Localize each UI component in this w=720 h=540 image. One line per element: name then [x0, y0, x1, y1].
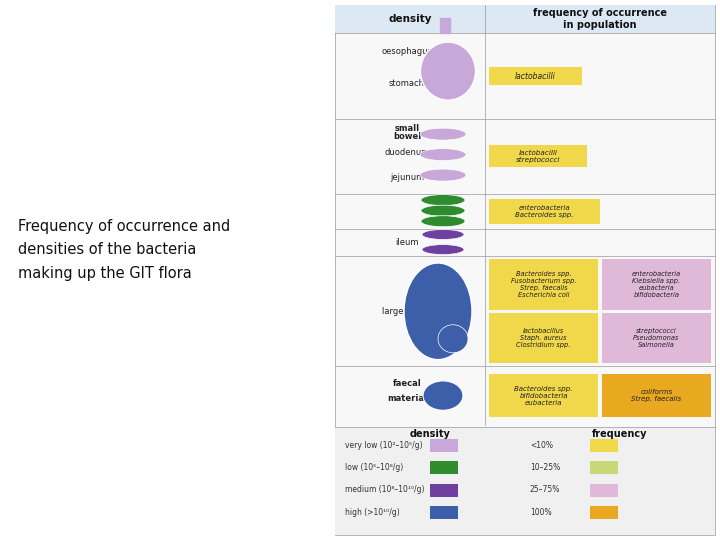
Text: duodenum: duodenum — [384, 148, 430, 157]
Ellipse shape — [404, 263, 472, 360]
Text: ileum: ileum — [395, 238, 419, 247]
Bar — [430, 438, 458, 451]
Text: stomach: stomach — [389, 78, 425, 87]
Bar — [430, 506, 458, 519]
Text: enterobacteria
Klebsiella spp.
eubacteria
bifidobacteria: enterobacteria Klebsiella spp. eubacteri… — [632, 271, 681, 298]
Text: density: density — [388, 14, 432, 24]
Bar — [590, 461, 618, 474]
Text: medium (10⁸–10¹⁰/g): medium (10⁸–10¹⁰/g) — [345, 485, 425, 495]
Text: jejunum: jejunum — [390, 173, 424, 182]
Bar — [489, 67, 582, 85]
Text: Bacteroides spp.
Fusobacterium spp.
Strep. faecalis
Escherichia coli: Bacteroides spp. Fusobacterium spp. Stre… — [510, 271, 576, 298]
Text: small: small — [395, 124, 420, 133]
Bar — [489, 259, 598, 310]
Ellipse shape — [422, 230, 464, 239]
Bar — [430, 461, 458, 474]
Ellipse shape — [420, 42, 475, 100]
Text: high (>10¹⁰/g): high (>10¹⁰/g) — [345, 508, 400, 517]
Text: lactobacilli: lactobacilli — [516, 72, 556, 80]
Text: <10%: <10% — [530, 441, 553, 449]
Ellipse shape — [423, 381, 463, 410]
Text: oesophagus: oesophagus — [382, 48, 433, 57]
Text: enterobacteria
Bacteroides spp.: enterobacteria Bacteroides spp. — [516, 205, 574, 218]
Text: low (10⁵–10⁸/g): low (10⁵–10⁸/g) — [345, 463, 403, 472]
Bar — [489, 199, 600, 224]
Text: Frequency of occurrence and
densities of the bacteria
making up the GIT flora: Frequency of occurrence and densities of… — [18, 219, 230, 281]
Text: frequency of occurrence
in population: frequency of occurrence in population — [533, 8, 667, 30]
Bar — [489, 374, 598, 417]
Bar — [335, 427, 715, 535]
Text: 25–75%: 25–75% — [530, 485, 560, 495]
Text: bowel: bowel — [393, 132, 421, 141]
Ellipse shape — [421, 216, 465, 227]
Ellipse shape — [420, 148, 466, 160]
Text: frequency: frequency — [593, 429, 648, 439]
Ellipse shape — [421, 205, 465, 216]
Bar — [602, 259, 711, 310]
Text: lactobacilli
streptococci: lactobacilli streptococci — [516, 150, 560, 163]
Text: 10–25%: 10–25% — [530, 463, 560, 472]
Bar — [602, 313, 711, 363]
Ellipse shape — [422, 245, 464, 254]
Bar — [590, 506, 618, 519]
Bar — [335, 5, 715, 535]
Text: faecal: faecal — [392, 379, 421, 388]
Ellipse shape — [421, 194, 465, 206]
Ellipse shape — [438, 325, 468, 353]
Text: streptococci
Pseudomonas
Salmonella: streptococci Pseudomonas Salmonella — [634, 328, 680, 348]
Bar — [335, 5, 715, 33]
Text: large bowel: large bowel — [382, 307, 431, 316]
Text: Bacteroides spp.
bifidobacteria
eubacteria: Bacteroides spp. bifidobacteria eubacter… — [514, 386, 572, 406]
Ellipse shape — [420, 169, 466, 181]
Bar — [489, 145, 587, 167]
Bar — [602, 374, 711, 417]
Text: material: material — [387, 394, 427, 403]
Bar — [590, 438, 618, 451]
Bar — [430, 483, 458, 496]
Ellipse shape — [420, 128, 466, 140]
Text: lactobacillus
Staph. aureus
Clostridium spp.: lactobacillus Staph. aureus Clostridium … — [516, 328, 571, 348]
Text: 100%: 100% — [530, 508, 552, 517]
Text: coliforms
Strep. faecalis: coliforms Strep. faecalis — [631, 389, 682, 402]
Text: density: density — [410, 429, 451, 439]
Text: very low (10²–10⁵/g): very low (10²–10⁵/g) — [345, 441, 423, 449]
Bar — [489, 313, 598, 363]
Bar — [590, 483, 618, 496]
